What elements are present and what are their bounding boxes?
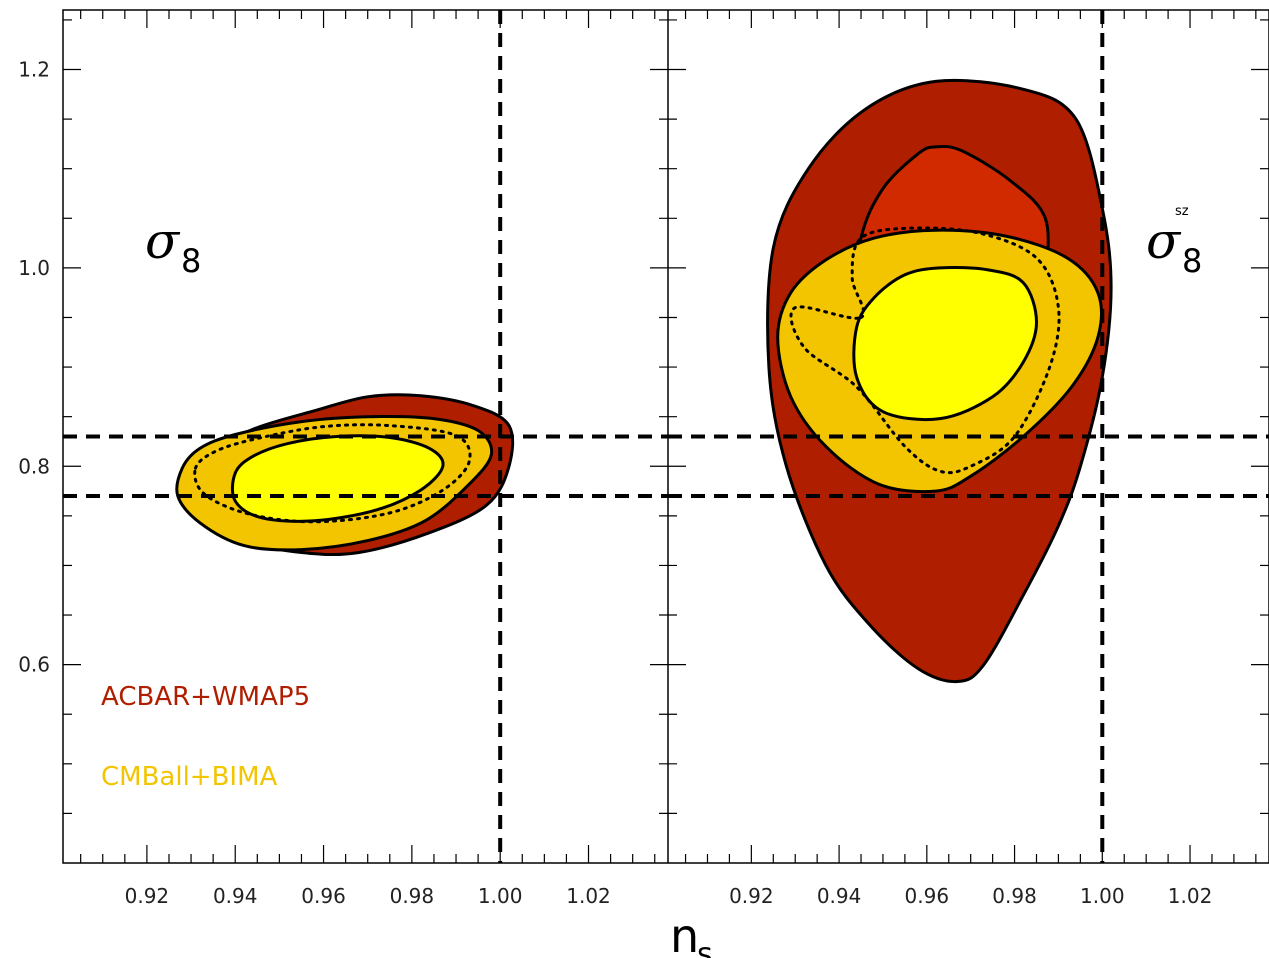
y-tick-label: 0.6	[18, 653, 50, 677]
svg-text:8: 8	[181, 242, 201, 280]
svg-text:σ: σ	[145, 212, 181, 270]
left-panel-label: σ 8	[145, 212, 201, 280]
x-tick-label: 0.96	[301, 884, 346, 908]
contour-cmball-bima-68	[852, 266, 1039, 422]
svg-text:8: 8	[1182, 242, 1202, 280]
right-panel	[668, 10, 1269, 863]
legend-entry-cmball-bima: CMBall+BIMA	[101, 762, 278, 792]
contour-acbar-wmap5-68	[193, 423, 472, 524]
axes-frame	[62, 9, 1269, 864]
y-axis-ticks: 0.6 0.8 1.0 1.2	[18, 19, 1269, 815]
x-axis-ticks: 0.92 0.94 0.96 0.98 1.00 1.02 0.92 0.94 0.96 0.98…	[80, 10, 1257, 908]
svg-text:sz: sz	[1175, 204, 1189, 219]
legend: ACBAR+WMAP5 CMBall+BIMA	[101, 682, 310, 792]
legend-entry-acbar-wmap5: ACBAR+WMAP5	[101, 682, 310, 712]
y-tick-label: 1.0	[18, 256, 50, 280]
x-tick-label: 0.94	[817, 884, 862, 908]
x-tick-label: 0.92	[125, 884, 170, 908]
x-axis-label-subscript: s	[697, 937, 713, 958]
x-tick-label: 1.02	[1168, 884, 1213, 908]
x-tick-label: 0.98	[992, 884, 1037, 908]
x-tick-label: 1.02	[566, 884, 611, 908]
y-tick-label: 1.2	[18, 58, 50, 82]
x-tick-label: 0.98	[390, 884, 435, 908]
x-tick-label: 1.00	[478, 884, 523, 908]
svg-text:σ: σ	[1146, 212, 1182, 270]
x-axis-label: n	[670, 909, 699, 958]
x-tick-label: 0.96	[905, 884, 950, 908]
right-panel-label: σ 8 sz	[1146, 204, 1202, 280]
x-tick-label: 0.92	[729, 884, 774, 908]
y-tick-label: 0.8	[18, 454, 50, 478]
left-panel	[63, 10, 668, 863]
x-tick-label: 0.94	[213, 884, 258, 908]
plot-border	[62, 9, 1269, 864]
x-tick-label: 1.00	[1080, 884, 1125, 908]
contour-acbar-wmap5-68	[789, 226, 1061, 475]
